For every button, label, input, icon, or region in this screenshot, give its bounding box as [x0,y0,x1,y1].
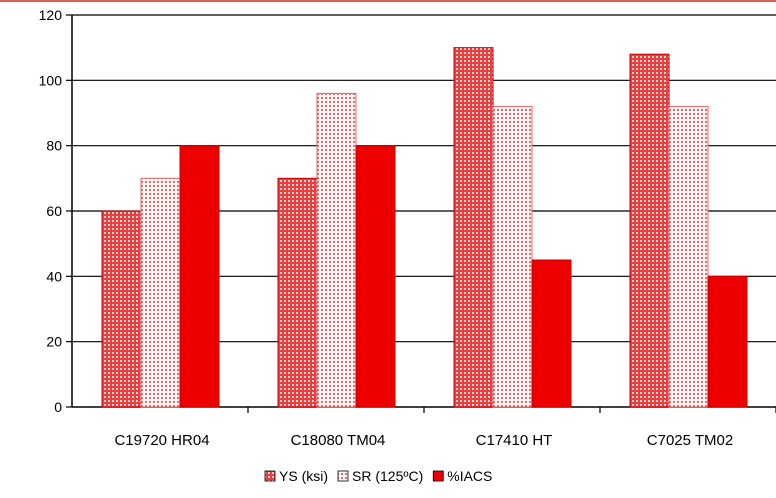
x-category-label: C17410 HT [476,432,553,449]
x-category-label: C7025 TM02 [647,432,733,449]
legend-swatch [432,470,444,482]
bar-sr-125-c [492,105,533,408]
labels: 0 20 40 60 80 100 120 C19720 HR04 C18080 TM04 C17… [39,7,734,449]
legend-label: %IACS [447,468,492,484]
bar-ys-ksi [453,47,494,408]
bars [101,47,748,408]
bar-ys-ksi [277,177,318,408]
legend-label: SR (125ºC) [352,468,423,484]
legend-swatch [337,470,349,482]
bar-sr-125-c [668,105,709,408]
bar-iacs [355,145,396,408]
legend-label: YS (ksi) [279,468,328,484]
y-tick-label: 40 [46,268,62,284]
legend: YS (ksi) SR (125ºC) %IACS [264,468,492,484]
y-tick-label: 20 [46,334,62,350]
bar-sr-125-c [316,92,357,408]
y-tick-label: 100 [39,72,63,88]
bar-iacs [707,275,748,408]
y-tick-label: 60 [46,203,62,219]
y-tick-label: 80 [46,138,62,154]
bar-ys-ksi [101,210,142,408]
top-border [0,0,776,2]
bar-iacs [531,259,572,408]
bar-iacs [179,145,220,408]
y-tick-label: 0 [54,399,62,415]
y-tick-label: 120 [39,7,63,23]
bar-ys-ksi [629,53,670,408]
bar-sr-125-c [140,177,181,408]
x-category-label: C18080 TM04 [291,432,386,449]
x-category-label: C19720 HR04 [114,432,209,449]
legend-swatch [264,470,276,482]
